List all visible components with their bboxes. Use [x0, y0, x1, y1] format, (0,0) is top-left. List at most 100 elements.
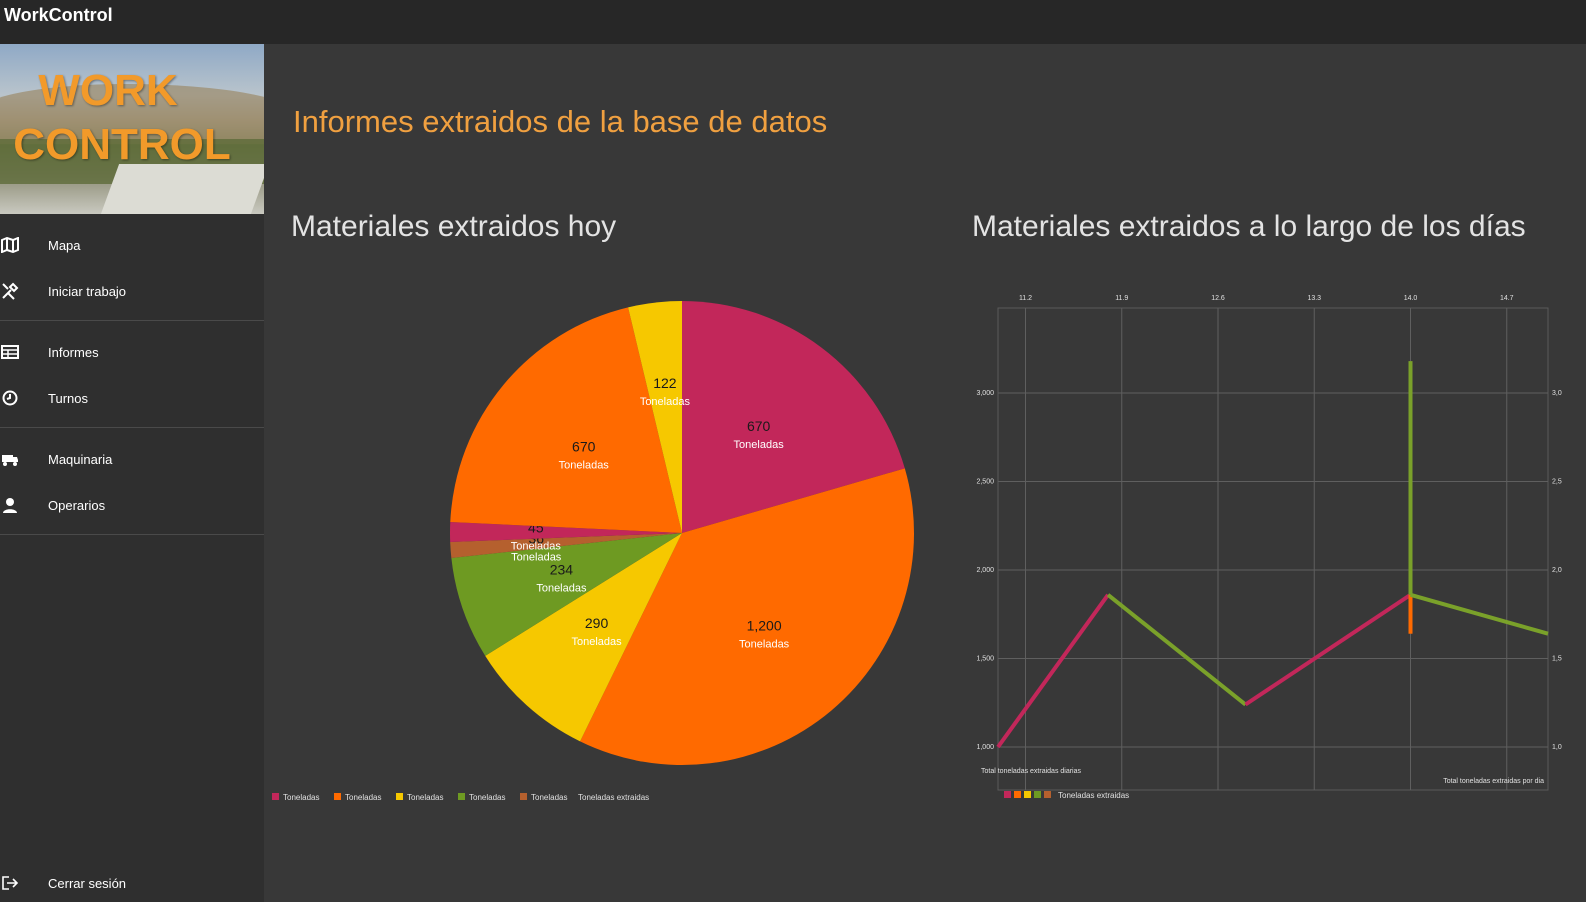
- nav-group-1: Mapa Iniciar trabajo: [0, 222, 264, 321]
- pie-value-label: 670: [572, 439, 596, 455]
- pie-value-label: 670: [747, 418, 771, 434]
- pie-slice: [451, 533, 682, 656]
- tools-icon: [0, 281, 20, 301]
- legend-label: Toneladas: [469, 793, 505, 802]
- pie-slice: [628, 301, 682, 533]
- nav-group-2: Informes Turnos: [0, 329, 264, 428]
- legend-label: Toneladas: [531, 793, 567, 802]
- y-tick-label: 2,500: [976, 479, 994, 486]
- sidebar-item-label: Maquinaria: [48, 451, 113, 467]
- pie-unit-label: Toneladas: [734, 439, 785, 451]
- legend-swatch: [272, 793, 279, 800]
- sidebar-item-mapa[interactable]: Mapa: [0, 222, 264, 268]
- legend-label: Toneladas: [345, 793, 381, 802]
- legend-swatch: [1044, 791, 1051, 798]
- legend-title: Toneladas extraidas: [578, 793, 649, 802]
- pie-unit-label: Toneladas: [640, 396, 691, 408]
- y-tick-label: 3,000: [976, 390, 994, 397]
- sidebar-item-label: Operarios: [48, 497, 106, 513]
- line-segment: [996, 593, 1110, 749]
- pie-value-label: 122: [653, 375, 677, 391]
- y-right-tick-label: 2,5: [1552, 479, 1562, 486]
- y-tick-label: 1,000: [976, 744, 994, 751]
- sidebar-item-label: Turnos: [48, 390, 88, 406]
- y-right-tick-label: 2,0: [1552, 567, 1562, 574]
- pie-value-label: 234: [550, 562, 574, 578]
- clock-icon: [0, 388, 20, 408]
- app-title: WorkControl: [4, 5, 113, 25]
- line-segment: [1409, 592, 1549, 636]
- legend-label: Toneladas: [407, 793, 443, 802]
- map-icon: [0, 235, 20, 255]
- pie-value-label: 290: [585, 615, 609, 631]
- x-tick-label: 14.7: [1500, 295, 1514, 302]
- y-right-tick-label: 1,5: [1552, 656, 1562, 663]
- pie-slice: [450, 307, 682, 533]
- page-title: Informes extraidos de la base de datos: [293, 104, 828, 139]
- pie-unit-label: Toneladas: [511, 540, 562, 552]
- legend-swatch: [1024, 791, 1031, 798]
- sidebar: WORK CONTROL Mapa Iniciar trabajo Inform…: [0, 44, 264, 916]
- pie-unit-label: Toneladas: [511, 552, 562, 564]
- sidebar-item-informes[interactable]: Informes: [0, 329, 264, 375]
- sidebar-item-maquinaria[interactable]: Maquinaria: [0, 436, 264, 482]
- legend-swatch: [1014, 791, 1021, 798]
- pie-unit-label: Toneladas: [559, 460, 610, 472]
- logo-quarry: [100, 164, 264, 214]
- pie-slice: [580, 468, 914, 765]
- pie-value-label: 1,200: [747, 618, 782, 634]
- right-axis-label: Total toneladas extraidas por dia: [1443, 778, 1544, 785]
- legend-swatch: [520, 793, 527, 800]
- y-right-tick-label: 3,0: [1552, 390, 1562, 397]
- legend-swatch: [396, 793, 403, 800]
- pie-chart-heading: Materiales extraidos hoy: [291, 210, 617, 243]
- y-tick-label: 2,000: [976, 567, 994, 574]
- legend-swatch: [1004, 791, 1011, 798]
- legend-swatch: [334, 793, 341, 800]
- x-tick-label: 14.0: [1404, 295, 1418, 302]
- logout-label: Cerrar sesión: [48, 875, 127, 891]
- plot-frame: [997, 307, 1549, 791]
- logo-text-line1: WORK: [38, 66, 178, 115]
- nav-group-3: Maquinaria Operarios: [0, 436, 264, 535]
- truck-icon: [0, 449, 20, 469]
- logout-icon: [0, 873, 20, 893]
- x-tick-label: 11.9: [1115, 295, 1128, 302]
- sidebar-item-operarios[interactable]: Operarios: [0, 482, 264, 528]
- pie-slice: [682, 301, 905, 533]
- sidebar-item-iniciar-trabajo[interactable]: Iniciar trabajo: [0, 268, 264, 314]
- pie-unit-label: Toneladas: [571, 636, 622, 648]
- left-axis-label: Total toneladas extraidas diarias: [981, 768, 1082, 775]
- y-tick-label: 1,500: [976, 656, 994, 663]
- sidebar-item-turnos[interactable]: Turnos: [0, 375, 264, 421]
- pie-unit-label: Toneladas: [739, 639, 790, 651]
- pie-slice: [450, 533, 682, 559]
- table-icon: [0, 342, 20, 362]
- logo-banner: WORK CONTROL: [0, 44, 264, 214]
- top-app-bar: WorkControl: [0, 0, 1586, 44]
- line-chart-heading: Materiales extraidos a lo largo de los d…: [972, 210, 1526, 243]
- y-right-tick-label: 1,0: [1552, 744, 1562, 751]
- logo-hill: [0, 84, 264, 144]
- line-segment: [1106, 593, 1247, 707]
- pie-slice: [485, 533, 682, 742]
- sidebar-item-label: Mapa: [48, 237, 81, 253]
- legend-label: Toneladas extraidas: [1058, 791, 1129, 800]
- legend-label: Toneladas: [283, 793, 319, 802]
- x-tick-label: 12.6: [1211, 295, 1225, 302]
- pie-chart: 670Toneladas1,200Toneladas290Toneladas23…: [272, 301, 914, 802]
- line-segment: [1244, 593, 1412, 707]
- legend-swatch: [1034, 791, 1041, 798]
- bottom-edge: [0, 902, 1586, 916]
- logout-button[interactable]: Cerrar sesión: [0, 860, 264, 906]
- logo-text-line2: CONTROL: [13, 120, 231, 169]
- pie-slice: [450, 521, 682, 543]
- x-tick-label: 13.3: [1307, 295, 1321, 302]
- sidebar-item-label: Iniciar trabajo: [48, 283, 127, 299]
- x-tick-label: 11.2: [1019, 295, 1032, 302]
- pie-unit-label: Toneladas: [536, 583, 587, 595]
- person-icon: [0, 495, 20, 515]
- line-chart: 11.2 11.9 12.6 13.3 14.0 14.7 3,000 3,0 2,500 2,5…: [976, 295, 1562, 800]
- legend-swatch: [458, 793, 465, 800]
- sidebar-item-label: Informes: [48, 344, 99, 360]
